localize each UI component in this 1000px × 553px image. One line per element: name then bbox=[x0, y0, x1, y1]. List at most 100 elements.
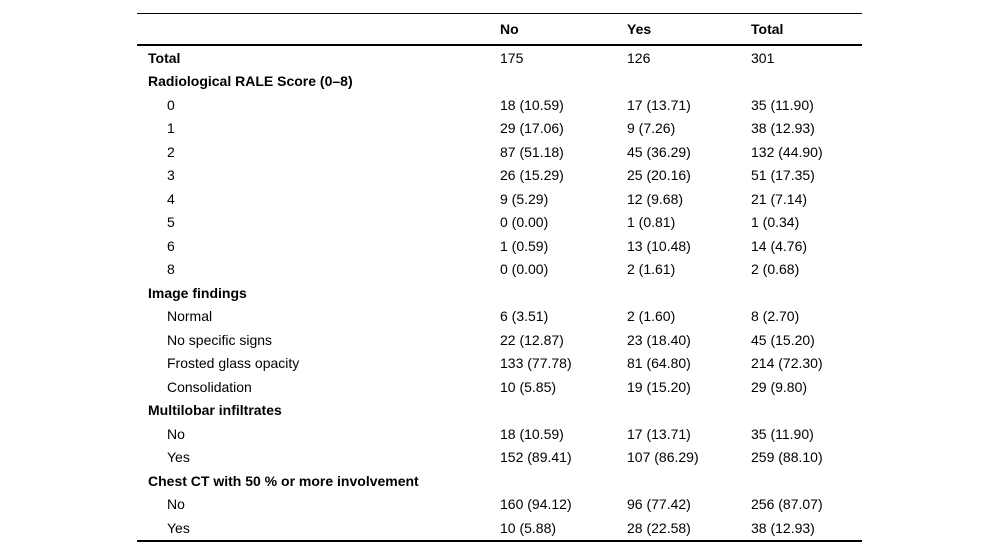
cell-value: 107 (86.29) bbox=[627, 449, 699, 466]
cell-value bbox=[748, 469, 862, 493]
row-label: Multilobar infiltrates bbox=[148, 402, 282, 419]
section-row: Radiological RALE Score (0–8) bbox=[137, 70, 862, 94]
cell-value: 2 (0.68) bbox=[751, 261, 800, 278]
cell-value: 13 (10.48) bbox=[627, 237, 691, 254]
cell-value: 10 (5.88) bbox=[500, 519, 557, 536]
header-col-yes: Yes bbox=[624, 13, 748, 46]
row-label: Yes bbox=[167, 449, 190, 466]
cell-value: 0 (0.00) bbox=[500, 214, 549, 231]
cell-value: 10 (5.85) bbox=[500, 378, 557, 395]
row-label: Total bbox=[148, 49, 181, 66]
cell-value: 126 bbox=[627, 49, 651, 66]
cell-value: 214 (72.30) bbox=[751, 355, 823, 372]
header-row: No Yes Total bbox=[137, 13, 862, 46]
cell-value: 0 (0.00) bbox=[500, 261, 549, 278]
table-body: Total 175 126 301 Radiological RALE Score (0… bbox=[137, 45, 862, 541]
header-col-total: Total bbox=[748, 13, 862, 46]
cell-value: 9 (5.29) bbox=[500, 190, 549, 207]
table-row: Yes 152 (89.41) 107 (86.29) 259 (88.10) bbox=[137, 446, 862, 470]
cell-value: 2 (1.60) bbox=[627, 308, 676, 325]
row-label: Yes bbox=[167, 519, 190, 536]
cell-value: 14 (4.76) bbox=[751, 237, 808, 254]
table-row: 8 0 (0.00) 2 (1.61) 2 (0.68) bbox=[137, 258, 862, 282]
cell-value: 28 (22.58) bbox=[627, 519, 691, 536]
cell-value: 160 (94.12) bbox=[500, 496, 572, 513]
row-label: 6 bbox=[167, 237, 175, 254]
row-label: No bbox=[167, 425, 185, 442]
cell-value: 1 (0.59) bbox=[500, 237, 549, 254]
cell-value: 1 (0.34) bbox=[751, 214, 800, 231]
table-row: Normal 6 (3.51) 2 (1.60) 8 (2.70) bbox=[137, 305, 862, 329]
summary-table: No Yes Total Total 175 126 301 Radiological … bbox=[137, 13, 862, 542]
cell-value bbox=[497, 281, 624, 305]
cell-value: 12 (9.68) bbox=[627, 190, 684, 207]
table-row: 0 18 (10.59) 17 (13.71) 35 (11.90) bbox=[137, 93, 862, 117]
cell-value: 1 (0.81) bbox=[627, 214, 676, 231]
cell-value: 259 (88.10) bbox=[751, 449, 823, 466]
cell-value bbox=[624, 70, 748, 94]
cell-value: 23 (18.40) bbox=[627, 331, 691, 348]
table-row: 4 9 (5.29) 12 (9.68) 21 (7.14) bbox=[137, 187, 862, 211]
table-row: Yes 10 (5.88) 28 (22.58) 38 (12.93) bbox=[137, 516, 862, 541]
row-label: 2 bbox=[167, 143, 175, 160]
cell-value: 81 (64.80) bbox=[627, 355, 691, 372]
cell-value: 6 (3.51) bbox=[500, 308, 549, 325]
table-row: 6 1 (0.59) 13 (10.48) 14 (4.76) bbox=[137, 234, 862, 258]
table-row: 1 29 (17.06) 9 (7.26) 38 (12.93) bbox=[137, 117, 862, 141]
cell-value: 8 (2.70) bbox=[751, 308, 800, 325]
cell-value bbox=[624, 399, 748, 423]
cell-value: 2 (1.61) bbox=[627, 261, 676, 278]
cell-value: 175 bbox=[500, 49, 524, 66]
cell-value: 18 (10.59) bbox=[500, 96, 564, 113]
cell-value: 26 (15.29) bbox=[500, 167, 564, 184]
cell-value bbox=[748, 70, 862, 94]
cell-value bbox=[624, 469, 748, 493]
cell-value bbox=[748, 399, 862, 423]
table-row: No 18 (10.59) 17 (13.71) 35 (11.90) bbox=[137, 422, 862, 446]
cell-value: 152 (89.41) bbox=[500, 449, 572, 466]
row-label: Normal bbox=[167, 308, 213, 325]
row-label: Frosted glass opacity bbox=[167, 355, 300, 372]
cell-value: 17 (13.71) bbox=[627, 425, 691, 442]
cell-value: 18 (10.59) bbox=[500, 425, 564, 442]
row-label: 5 bbox=[167, 214, 175, 231]
cell-value: 45 (15.20) bbox=[751, 331, 815, 348]
cell-value: 9 (7.26) bbox=[627, 120, 676, 137]
cell-value: 35 (11.90) bbox=[751, 425, 814, 442]
row-label: Image findings bbox=[148, 284, 247, 301]
cell-value: 87 (51.18) bbox=[500, 143, 564, 160]
header-col-no: No bbox=[497, 13, 624, 46]
section-row: Multilobar infiltrates bbox=[137, 399, 862, 423]
table-row: Consolidation 10 (5.85) 19 (15.20) 29 (9.80… bbox=[137, 375, 862, 399]
table-row: 5 0 (0.00) 1 (0.81) 1 (0.34) bbox=[137, 211, 862, 235]
cell-value: 21 (7.14) bbox=[751, 190, 808, 207]
cell-value bbox=[624, 281, 748, 305]
cell-value bbox=[497, 399, 624, 423]
cell-value: 301 bbox=[751, 49, 775, 66]
cell-value: 45 (36.29) bbox=[627, 143, 691, 160]
section-row: Total 175 126 301 bbox=[137, 45, 862, 70]
row-label: No specific signs bbox=[167, 331, 273, 348]
cell-value: 133 (77.78) bbox=[500, 355, 572, 372]
table-row: 2 87 (51.18) 45 (36.29) 132 (44.90) bbox=[137, 140, 862, 164]
cell-value: 29 (17.06) bbox=[500, 120, 564, 137]
header-empty-cell bbox=[137, 13, 497, 46]
cell-value: 96 (77.42) bbox=[627, 496, 691, 513]
row-label: 3 bbox=[167, 167, 175, 184]
table-row: No 160 (94.12) 96 (77.42) 256 (87.07) bbox=[137, 493, 862, 517]
cell-value bbox=[497, 469, 624, 493]
row-label: 4 bbox=[167, 190, 175, 207]
cell-value: 35 (11.90) bbox=[751, 96, 814, 113]
cell-value: 19 (15.20) bbox=[627, 378, 691, 395]
cell-value: 38 (12.93) bbox=[751, 120, 815, 137]
cell-value: 256 (87.07) bbox=[751, 496, 823, 513]
cell-value: 132 (44.90) bbox=[751, 143, 823, 160]
row-label: 1 bbox=[167, 120, 175, 137]
row-label: Chest CT with 50 % or more involvement bbox=[148, 472, 419, 489]
cell-value: 22 (12.87) bbox=[500, 331, 564, 348]
cell-value: 29 (9.80) bbox=[751, 378, 808, 395]
row-label: No bbox=[167, 496, 185, 513]
table-row: Frosted glass opacity 133 (77.78) 81 (64.8… bbox=[137, 352, 862, 376]
cell-value: 51 (17.35) bbox=[751, 167, 815, 184]
